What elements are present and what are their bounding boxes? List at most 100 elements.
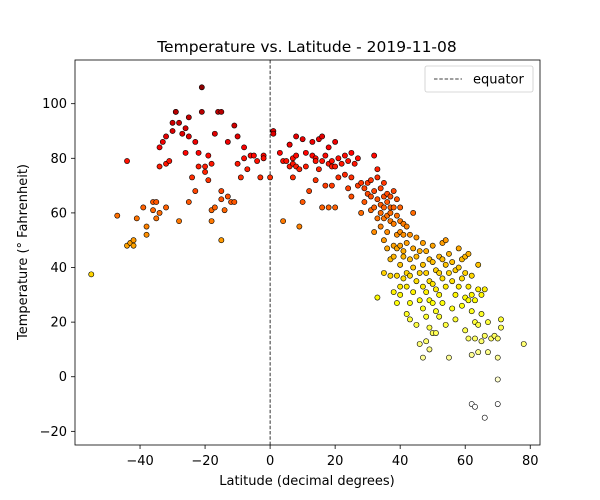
data-point	[381, 270, 387, 276]
x-axis-ticks: −40 −20 0 20 40 60 80	[126, 445, 539, 469]
data-point	[328, 182, 335, 189]
data-point	[403, 223, 410, 230]
data-point	[446, 354, 452, 361]
data-point	[260, 155, 267, 162]
data-point	[420, 354, 426, 361]
data-point	[185, 114, 192, 121]
data-point	[319, 158, 326, 164]
data-point	[358, 210, 365, 216]
data-point	[446, 270, 452, 276]
data-point	[224, 193, 231, 200]
data-point	[407, 231, 413, 238]
data-point	[446, 250, 452, 257]
data-point	[465, 297, 472, 304]
data-point	[472, 403, 478, 410]
plot-area: −40 −20 0 20 40 60 80 −20 0 20 40 60 80 100	[40, 59, 541, 469]
data-point	[322, 182, 329, 189]
data-point	[276, 149, 283, 156]
data-point	[494, 376, 501, 383]
data-point	[192, 188, 199, 194]
data-point	[485, 349, 491, 356]
data-point	[185, 199, 192, 205]
data-point	[394, 300, 400, 306]
data-point	[475, 349, 482, 356]
data-point	[205, 152, 212, 159]
data-point	[176, 218, 182, 224]
data-point	[426, 346, 433, 353]
data-point	[208, 218, 215, 224]
x-axis-title: Latitude (decimal degrees)	[219, 474, 395, 489]
data-point	[293, 152, 300, 159]
data-points	[88, 84, 527, 421]
y-tick-label: 100	[42, 97, 67, 112]
data-point	[394, 212, 400, 219]
data-point	[332, 163, 339, 170]
data-point	[452, 291, 459, 298]
data-point	[407, 272, 413, 279]
x-tick-label: −40	[126, 454, 153, 469]
data-point	[416, 270, 423, 276]
data-point	[231, 122, 238, 129]
data-point	[176, 119, 182, 126]
data-point	[494, 401, 501, 407]
data-point	[244, 166, 251, 173]
data-point	[371, 229, 378, 235]
data-point	[410, 264, 417, 271]
data-point	[341, 171, 348, 178]
data-point	[202, 163, 208, 170]
data-point	[185, 133, 192, 140]
data-point	[384, 199, 391, 205]
data-point	[312, 177, 319, 184]
data-point	[358, 179, 365, 186]
x-tick-label: 60	[457, 454, 474, 469]
data-point	[299, 199, 306, 205]
data-point	[299, 136, 306, 143]
data-point	[296, 166, 303, 173]
data-point	[465, 250, 472, 257]
data-point	[400, 253, 407, 260]
data-point	[397, 283, 404, 290]
data-point	[319, 204, 326, 211]
data-point	[341, 152, 348, 159]
data-point	[455, 283, 462, 290]
data-point	[361, 185, 368, 192]
data-point	[241, 144, 247, 151]
data-point	[468, 308, 475, 315]
data-point	[374, 166, 381, 173]
data-point	[459, 302, 465, 309]
data-point	[439, 300, 446, 306]
data-point	[267, 174, 273, 181]
data-point	[156, 144, 163, 151]
data-point	[416, 297, 423, 304]
data-point	[283, 158, 290, 164]
data-point	[397, 291, 404, 298]
data-point	[195, 149, 202, 156]
data-point	[169, 119, 176, 126]
data-point	[472, 335, 478, 342]
data-point	[478, 311, 485, 317]
data-point	[462, 327, 469, 334]
data-point	[312, 158, 319, 164]
data-point	[335, 174, 342, 181]
data-point	[88, 271, 95, 278]
legend-label-equator: equator	[473, 73, 525, 88]
data-point	[439, 256, 446, 263]
data-point	[221, 207, 228, 214]
data-point	[361, 199, 368, 205]
data-point	[455, 245, 462, 252]
data-point	[218, 188, 225, 194]
data-point	[208, 160, 215, 167]
x-tick-label: 80	[522, 454, 539, 469]
data-point	[345, 158, 352, 164]
data-point	[332, 204, 339, 211]
y-tick-label: 20	[50, 316, 67, 331]
data-point	[351, 160, 358, 167]
data-point	[250, 152, 257, 159]
data-point	[429, 300, 436, 306]
data-point	[319, 133, 326, 140]
data-point	[390, 204, 397, 211]
data-point	[420, 283, 426, 290]
data-point	[254, 158, 260, 164]
data-point	[140, 204, 147, 211]
